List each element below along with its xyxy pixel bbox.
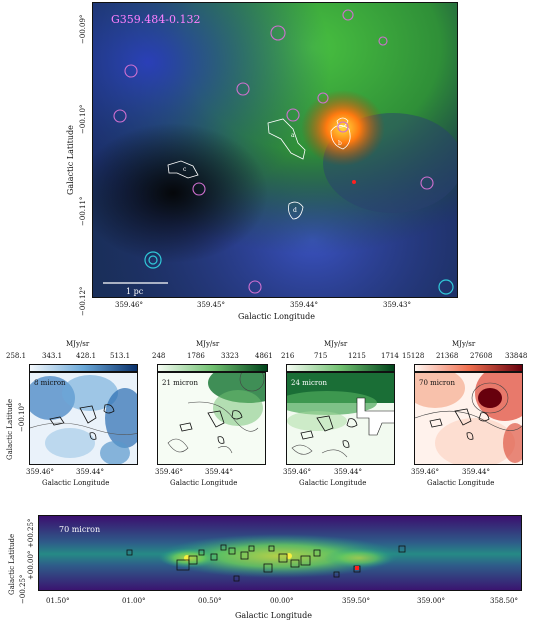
colorbar-tick: 15128 xyxy=(402,352,425,360)
top-x-tick: 359.44° xyxy=(290,301,318,309)
contour-d xyxy=(288,201,304,220)
mid-y-tick: −00.10° xyxy=(18,402,26,432)
band-label-24um: 24 micron xyxy=(291,379,327,387)
mid-x-axis-label: Galactic Longitude xyxy=(299,479,367,487)
colorbar-tick: 1714 xyxy=(381,352,399,360)
colorbar-tick: 21368 xyxy=(436,352,459,360)
mid-x-axis-label: Galactic Longitude xyxy=(42,479,110,487)
colorbar-tick: 428.1 xyxy=(76,352,97,360)
colorbar-tick: 3323 xyxy=(221,352,239,360)
bottom-x-tick: 359.50° xyxy=(342,597,370,605)
bottom-x-tick: 01.00° xyxy=(122,597,146,605)
colorbar-tick: 513.1 xyxy=(110,352,131,360)
colorbar-tick: 33848 xyxy=(505,352,528,360)
contour-c xyxy=(167,160,199,179)
mid-y-axis-label: Galactic Latitude xyxy=(6,398,14,460)
colorbar-tick: 258.1 xyxy=(6,352,27,360)
panel-24micron: 24 micron xyxy=(286,372,395,465)
galactic-70um-map: 70 micron xyxy=(39,516,521,590)
top-y-tick: −00.12° xyxy=(79,286,87,316)
bottom-x-tick: 359.00° xyxy=(417,597,445,605)
colorbar-tick: 4861 xyxy=(255,352,273,360)
bottom-x-axis-label: Galactic Longitude xyxy=(235,611,312,620)
bottom-band-label: 70 micron xyxy=(59,525,100,534)
colorbar-unit: MJy/sr xyxy=(196,340,220,348)
mid-x-tick: 359.46° xyxy=(155,468,183,476)
bottom-x-tick: 01.50° xyxy=(46,597,70,605)
saturated-region xyxy=(356,397,394,436)
top-x-tick: 359.43° xyxy=(383,301,411,309)
colorbar-8um xyxy=(29,364,138,372)
colorbar-unit: MJy/sr xyxy=(66,340,90,348)
colorbar-unit: MJy/sr xyxy=(324,340,348,348)
top-x-axis-label: Galactic Longitude xyxy=(238,312,315,321)
panel-70micron: 70 micron xyxy=(414,372,523,465)
bottom-y-tick: +00.25° xyxy=(27,518,35,548)
mid-x-tick: 359.44° xyxy=(205,468,233,476)
contour-b2 xyxy=(336,117,349,128)
mid-x-axis-label: Galactic Longitude xyxy=(170,479,238,487)
top-panel-title: G359.484-0.132 xyxy=(111,13,200,26)
band-label-21um: 21 micron xyxy=(162,379,198,387)
bottom-y-tick: −00.25° xyxy=(19,574,27,604)
mid-x-tick: 359.44° xyxy=(334,468,362,476)
mid-x-tick: 359.46° xyxy=(26,468,54,476)
source-label-a: a xyxy=(291,132,295,139)
top-y-tick: −00.11° xyxy=(79,196,87,226)
mid-x-tick: 359.44° xyxy=(76,468,104,476)
mid-x-tick: 359.46° xyxy=(411,468,439,476)
colorbar-21um xyxy=(157,364,268,372)
top-y-tick: −00.10° xyxy=(79,104,87,134)
panel-8micron: 8 micron xyxy=(29,372,138,465)
bottom-x-tick: 00.00° xyxy=(270,597,294,605)
colorbar-70um xyxy=(414,364,523,372)
band-label-70um: 70 micron xyxy=(419,379,455,387)
colorbar-tick: 1786 xyxy=(187,352,205,360)
bottom-galactic-plane-panel: 70 micron xyxy=(38,515,522,591)
top-y-tick: −00.09° xyxy=(79,14,87,44)
mid-x-axis-label: Galactic Longitude xyxy=(427,479,495,487)
source-label-c: c xyxy=(183,166,187,173)
colorbar-tick: 1215 xyxy=(348,352,366,360)
colorbar-tick: 248 xyxy=(152,352,166,360)
band-label-8um: 8 micron xyxy=(34,379,66,387)
contour-b xyxy=(330,125,351,150)
mid-x-tick: 359.44° xyxy=(462,468,490,476)
source-label-b: b xyxy=(338,140,342,147)
top-image-panel: a b c d G359.484-0.132 1 pc xyxy=(92,2,458,298)
colorbar-tick: 216 xyxy=(281,352,295,360)
rgb-composite-image: a b c d G359.484-0.132 1 pc xyxy=(93,3,457,297)
source-label-d: d xyxy=(293,207,297,214)
top-y-axis-label: Galactic Latitude xyxy=(66,125,75,195)
bottom-y-tick: +00.00° xyxy=(27,550,35,580)
colorbar-tick: 343.1 xyxy=(42,352,63,360)
panel-21micron: 21 micron xyxy=(157,372,266,465)
top-x-tick: 359.45° xyxy=(197,301,225,309)
bottom-x-tick: 358.50° xyxy=(490,597,518,605)
top-x-tick: 359.46° xyxy=(115,301,143,309)
bottom-y-axis-label: Galactic Latitude xyxy=(8,533,16,595)
mid-x-tick: 359.46° xyxy=(283,468,311,476)
scale-bar-label: 1 pc xyxy=(126,287,144,296)
colorbar-unit: MJy/sr xyxy=(452,340,476,348)
colorbar-tick: 715 xyxy=(314,352,328,360)
colorbar-24um xyxy=(286,364,395,372)
bottom-x-tick: 00.50° xyxy=(198,597,222,605)
colorbar-tick: 27608 xyxy=(470,352,493,360)
contour-a xyxy=(267,118,306,160)
